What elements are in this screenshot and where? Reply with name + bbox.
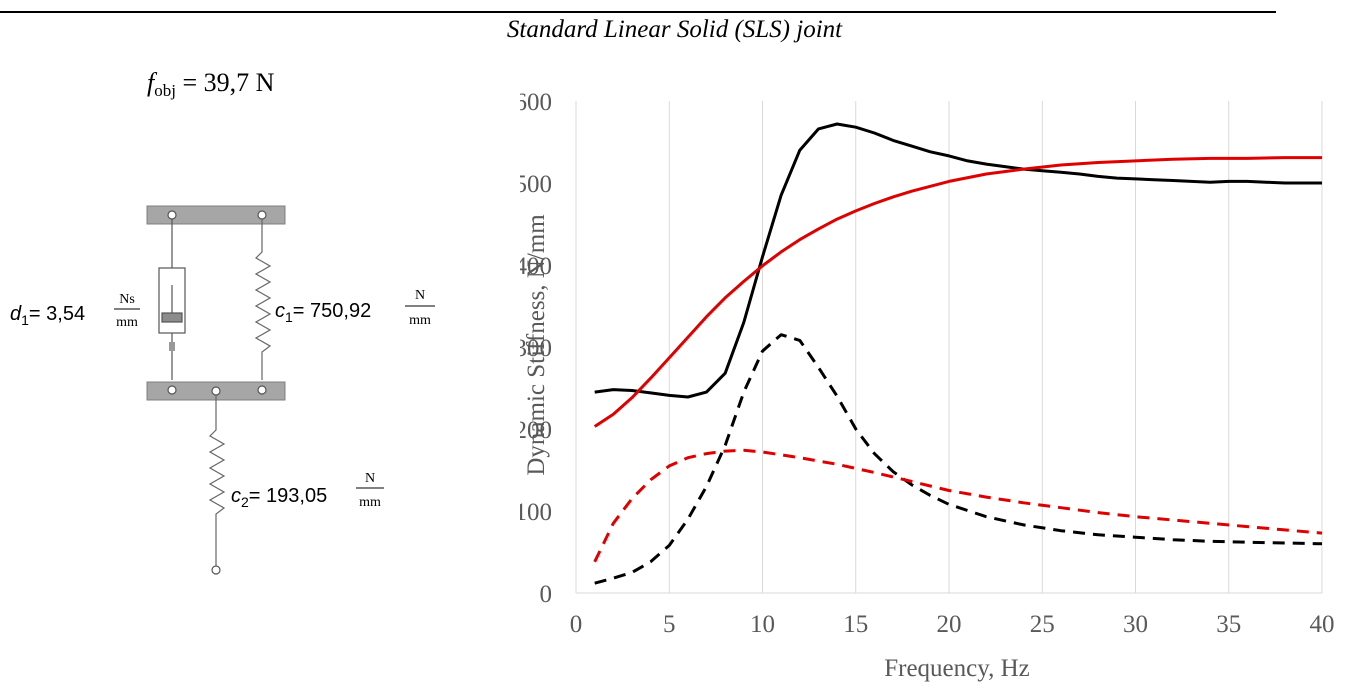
x-tick-label: 5 — [663, 611, 676, 638]
c2-label: c2= 193,05 — [231, 485, 327, 510]
y-tick-label: 100 — [520, 499, 552, 526]
x-axis-label: Frequency, Hz — [884, 655, 1030, 682]
damper-d1 — [158, 219, 186, 380]
x-tick-label: 30 — [1123, 611, 1148, 638]
d1-unit-denominator: mm — [116, 315, 138, 330]
y-tick-label: 500 — [520, 171, 552, 198]
y-tick-label: 400 — [520, 253, 552, 280]
top-right-pin — [257, 210, 267, 220]
y-tick-label: 0 — [540, 581, 553, 608]
series-line-2 — [593, 156, 1322, 428]
middle-center-pin — [211, 386, 221, 396]
x-tick-label: 35 — [1216, 611, 1241, 638]
top-left-pin — [167, 210, 177, 220]
bottom-pin — [211, 565, 221, 575]
data-series — [593, 122, 1323, 585]
objective-force-label: fobj = 39,7 N — [147, 68, 274, 101]
y-tick-label: 200 — [520, 417, 552, 444]
series-line-1 — [594, 122, 1322, 399]
x-tick-label: 0 — [570, 611, 583, 638]
x-tick-label: 15 — [843, 611, 868, 638]
d1-label: d1= 3,54 — [10, 303, 85, 328]
fobj-subscript: obj — [154, 81, 176, 100]
x-tick-label: 10 — [750, 611, 775, 638]
figure-title: Standard Linear Solid (SLS) joint — [506, 16, 843, 43]
x-tick-label: 20 — [937, 611, 962, 638]
c2-unit-numerator: N — [365, 471, 375, 486]
grid-lines — [668, 101, 1323, 593]
y-tick-label: 300 — [520, 335, 552, 362]
spring-c1 — [254, 219, 272, 380]
spring-c2 — [208, 395, 226, 566]
series-line-4 — [593, 448, 1323, 563]
top-rule — [0, 11, 1276, 13]
c1-unit-denominator: mm — [409, 313, 431, 328]
y-tick-label: 600 — [520, 89, 552, 116]
c1-unit-numerator: N — [415, 288, 425, 303]
d1-unit-numerator: Ns — [119, 292, 135, 307]
fobj-variable: f — [147, 68, 155, 97]
middle-right-pin — [257, 385, 267, 395]
c2-unit-denominator: mm — [359, 495, 381, 510]
sls-joint-schematic: d1= 3,54 Ns mm c1= 750,92 N mm c2= 193,0… — [10, 205, 435, 575]
axes — [575, 101, 1322, 594]
x-tick-label: 25 — [1030, 611, 1055, 638]
c1-label: c1= 750,92 — [275, 300, 371, 325]
series-line-3 — [594, 333, 1323, 585]
x-tick-label: 40 — [1310, 611, 1335, 638]
y-axis-label: Dynamic Stiffness, N/mm — [523, 214, 550, 476]
fobj-value: = 39,7 N — [175, 68, 275, 97]
middle-left-pin — [167, 385, 177, 395]
top-plate — [146, 205, 286, 225]
